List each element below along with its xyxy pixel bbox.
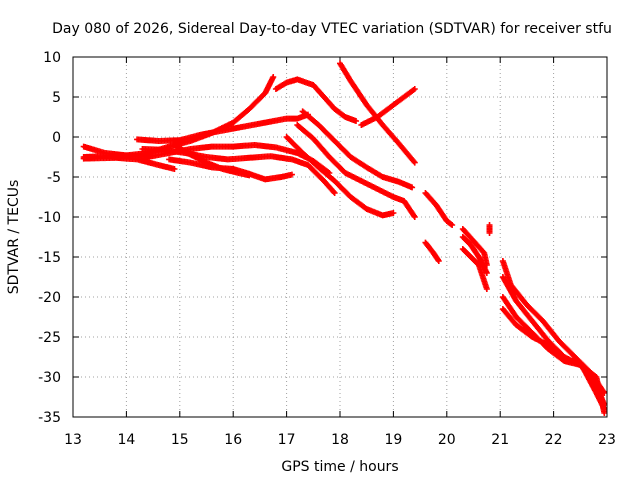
series-arc-o [422,239,442,264]
y-axis-label: SDTVAR / TECUs [6,180,22,295]
series-arc-w [499,306,608,412]
data-point [601,406,608,412]
series-arc-b [272,76,360,124]
y-tick-label: -30 [38,370,61,386]
x-tick-label: 19 [384,432,402,448]
grid-lines [73,57,607,417]
data-point [486,230,493,236]
x-tick-label: 20 [438,432,456,448]
data-point [353,118,360,124]
data-point [409,184,416,191]
data-point [435,258,442,264]
x-tick-label: 17 [278,432,296,448]
data-point [449,222,456,228]
data-point [411,86,418,92]
x-tick-label: 22 [545,432,563,448]
x-tick-label: 13 [64,432,82,448]
series-arc-l [171,142,253,179]
data-point [270,74,277,80]
plot-frame [72,56,608,418]
data-point [326,170,333,176]
chart-title: Day 080 of 2026, Sidereal Day-to-day VTE… [52,21,612,37]
x-tick-label: 23 [598,432,616,448]
series-arc-n [422,190,456,228]
series-arc-f [299,108,416,191]
data-point [330,188,337,195]
series-arc-i [80,142,333,176]
series-arc-d [358,86,418,128]
y-tick-label: -10 [38,210,61,226]
data-point [411,159,418,166]
series-arc-q [459,234,490,276]
x-tick-label: 16 [224,432,242,448]
data-point [171,166,178,172]
series-arc-m [80,154,178,172]
x-tick-label: 14 [117,432,135,448]
series-arc-g [294,122,418,220]
y-tick-label: 0 [52,130,61,146]
y-tick-label: 5 [52,90,61,106]
y-tick-label: -5 [47,170,61,186]
y-tick-label: 10 [43,50,61,66]
series-arc-c [337,60,418,166]
series-arc-r [459,246,490,292]
data-point [390,210,397,216]
x-tick-label: 21 [491,432,509,448]
x-tick-label: 18 [331,432,349,448]
axis-ticks: 13 14 15 16 17 18 19 20 21 22 23 -35 -30 -25 -20 -15 -10… [38,50,616,448]
y-tick-label: -25 [38,330,61,346]
data-point [331,190,338,196]
y-tick-label: -15 [38,250,61,266]
series-arc-p [459,226,490,268]
x-axis-label: GPS time / hours [281,459,398,475]
data-points [80,60,608,416]
y-tick-label: -35 [38,410,61,426]
data-point [411,214,418,220]
y-tick-label: -20 [38,290,61,306]
data-point [288,171,295,178]
series-arc-s [486,222,493,236]
data-point [483,286,490,292]
x-tick-label: 15 [171,432,189,448]
data-point [246,172,253,179]
data-point [483,270,490,276]
series-arc-e [134,111,311,144]
